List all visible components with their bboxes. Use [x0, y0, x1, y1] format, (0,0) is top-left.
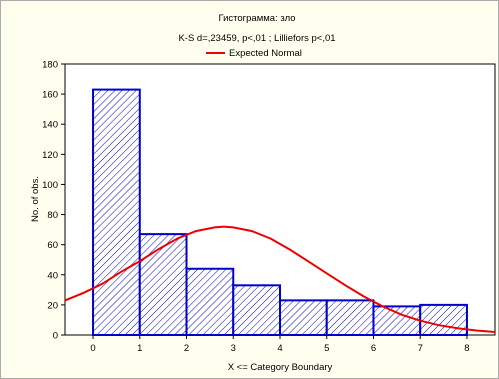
y-tick-label-60: 60 [47, 240, 58, 251]
y-tick-label-140: 140 [42, 120, 58, 131]
y-axis: 0 20 40 60 80 100 120 140 160 180 [42, 60, 65, 342]
y-tick-label-20: 20 [47, 300, 58, 311]
legend: Expected Normal [206, 48, 302, 59]
chart-title: Гистограмма: зло [218, 13, 295, 24]
histogram-bar-0 [92, 88, 141, 336]
y-tick-label-0: 0 [53, 331, 58, 342]
y-tick-label-160: 160 [42, 90, 58, 101]
histogram-bars [92, 88, 468, 337]
y-tick-label-180: 180 [42, 60, 58, 71]
x-axis: 0 1 2 3 4 5 6 7 8 [90, 335, 470, 354]
x-tick-label-0: 0 [90, 343, 95, 354]
histogram-bar-5 [325, 299, 375, 336]
normal-curve-layer [64, 225, 496, 333]
histogram-bar-2 [185, 267, 235, 336]
y-axis-label: No. of obs. [30, 176, 41, 222]
y-tick-label-100: 100 [42, 180, 58, 191]
x-tick-label-3: 3 [231, 343, 236, 354]
x-tick-label-6: 6 [371, 343, 376, 354]
histogram-bar-4 [279, 299, 328, 336]
expected-normal-curve [64, 225, 496, 333]
x-axis-label: X <= Category Boundary [228, 362, 333, 373]
chart-subtitle: K-S d=,23459, p<,01 ; Lilliefors p<,01 [178, 33, 335, 44]
histogram-bar-7 [419, 303, 468, 336]
x-tick-label-8: 8 [464, 343, 469, 354]
histogram-bar-1 [138, 233, 188, 336]
legend-label-expected-normal: Expected Normal [229, 48, 302, 59]
x-tick-label-5: 5 [324, 343, 329, 354]
histogram-bar-3 [232, 284, 281, 337]
x-tick-label-7: 7 [418, 343, 423, 354]
y-tick-label-80: 80 [47, 210, 58, 221]
histogram-bar-6 [372, 305, 422, 336]
y-tick-label-40: 40 [47, 270, 58, 281]
y-tick-label-120: 120 [42, 150, 58, 161]
x-tick-label-2: 2 [184, 343, 189, 354]
x-tick-label-1: 1 [137, 343, 142, 354]
x-tick-label-4: 4 [277, 343, 282, 354]
